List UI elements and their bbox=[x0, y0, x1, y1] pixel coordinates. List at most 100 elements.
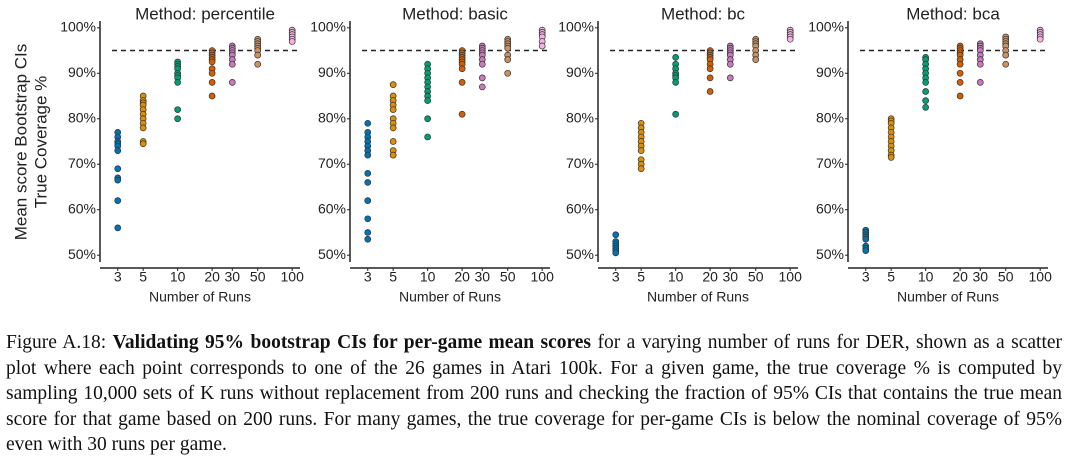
point bbox=[1002, 60, 1010, 68]
point bbox=[364, 229, 372, 236]
x-tick-label: 10 bbox=[918, 269, 934, 285]
y-tick-label: 90% bbox=[68, 64, 96, 80]
point bbox=[478, 83, 486, 91]
point bbox=[364, 235, 372, 243]
x-tick-label: 30 bbox=[225, 269, 241, 285]
point bbox=[706, 74, 714, 82]
x-tick-label: 50 bbox=[748, 269, 764, 285]
point bbox=[976, 79, 984, 86]
point bbox=[478, 74, 486, 82]
point bbox=[504, 56, 512, 64]
point bbox=[538, 42, 546, 50]
chart: Method: percentile 50% 60% 70% 80% 90% 100% 3 5 1… bbox=[11, 4, 1053, 305]
point bbox=[706, 88, 714, 95]
point bbox=[114, 224, 122, 232]
point bbox=[389, 138, 397, 145]
x-tick-label: 5 bbox=[887, 269, 895, 285]
x-tick-label: 30 bbox=[475, 269, 491, 285]
x-tick-label: 100 bbox=[531, 269, 555, 285]
x-tick-label: 20 bbox=[454, 269, 470, 285]
point bbox=[956, 79, 964, 86]
caption-label: Figure A.18: bbox=[6, 332, 107, 353]
point bbox=[424, 97, 431, 104]
x-tick-label: 20 bbox=[952, 269, 968, 285]
caption: Figure A.18: Validating 95% bootstrap CI… bbox=[6, 330, 1062, 458]
x-tick-label: 20 bbox=[702, 269, 718, 285]
panel-title: Method: bca bbox=[906, 4, 1000, 23]
x-tick-label: 3 bbox=[862, 269, 870, 285]
point bbox=[114, 197, 122, 204]
point bbox=[458, 79, 466, 86]
x-tick-label: 3 bbox=[114, 269, 122, 285]
point bbox=[478, 60, 486, 68]
point bbox=[364, 169, 372, 177]
y-tick-label: 60% bbox=[318, 200, 346, 216]
x-axis-label: Number of Runs bbox=[399, 289, 501, 305]
y-tick-label: 100% bbox=[558, 19, 594, 35]
point bbox=[612, 249, 620, 257]
x-tick-label: 50 bbox=[250, 269, 266, 285]
point bbox=[139, 140, 147, 148]
point bbox=[672, 54, 679, 61]
y-tick-label: 70% bbox=[816, 155, 844, 171]
point bbox=[364, 151, 372, 159]
point bbox=[114, 165, 122, 173]
y-tick-label: 80% bbox=[68, 109, 96, 125]
point bbox=[706, 65, 714, 73]
point bbox=[862, 235, 870, 243]
point bbox=[208, 92, 216, 100]
y-axis-label: Mean score Bootstrap CIs bbox=[11, 44, 30, 241]
y-tick-label: 70% bbox=[566, 155, 594, 171]
y-tick-label: 50% bbox=[318, 246, 346, 262]
point bbox=[174, 106, 181, 114]
point bbox=[887, 154, 895, 161]
point bbox=[956, 69, 964, 77]
point bbox=[424, 115, 431, 123]
point bbox=[424, 133, 431, 141]
point bbox=[364, 119, 372, 127]
y-tick-label: 50% bbox=[566, 246, 594, 262]
point bbox=[228, 60, 236, 68]
point bbox=[922, 88, 929, 95]
y-tick-label: 100% bbox=[310, 19, 346, 35]
caption-text: , shown as a scatter plot where each poi… bbox=[6, 332, 1063, 456]
y-tick-label: 90% bbox=[318, 64, 346, 80]
y-tick-label: 90% bbox=[566, 64, 594, 80]
point bbox=[174, 115, 181, 123]
point bbox=[364, 197, 372, 204]
point bbox=[672, 110, 679, 118]
panel-title: Method: bc bbox=[661, 4, 746, 23]
point bbox=[174, 79, 181, 86]
point bbox=[922, 79, 929, 86]
x-tick-label: 3 bbox=[612, 269, 620, 285]
point bbox=[726, 60, 734, 68]
x-axis-label: Number of Runs bbox=[647, 289, 749, 305]
point bbox=[752, 56, 760, 64]
point bbox=[458, 65, 466, 73]
x-tick-label: 100 bbox=[1029, 269, 1053, 285]
panel-title: Method: percentile bbox=[135, 4, 275, 23]
y-tick-label: 60% bbox=[68, 200, 96, 216]
y-tick-label: 60% bbox=[566, 200, 594, 216]
y-tick-label: 70% bbox=[68, 155, 96, 171]
y-tick-label: 80% bbox=[566, 109, 594, 125]
x-tick-label: 10 bbox=[420, 269, 436, 285]
caption-text: for a varying number of runs for bbox=[597, 332, 860, 353]
point bbox=[139, 124, 147, 132]
x-tick-label: 5 bbox=[389, 269, 397, 285]
y-tick-label: 80% bbox=[318, 109, 346, 125]
x-tick-label: 100 bbox=[779, 269, 803, 285]
point bbox=[726, 74, 734, 82]
point bbox=[254, 51, 262, 59]
point bbox=[114, 176, 122, 184]
x-tick-label: 100 bbox=[281, 269, 305, 285]
x-axis-label: Number of Runs bbox=[149, 289, 251, 305]
y-tick-label: 100% bbox=[60, 19, 96, 35]
point bbox=[389, 151, 397, 159]
point bbox=[458, 110, 466, 118]
point bbox=[637, 165, 645, 173]
panel-title: Method: basic bbox=[402, 4, 508, 23]
point bbox=[208, 58, 216, 66]
y-tick-label: 70% bbox=[318, 155, 346, 171]
